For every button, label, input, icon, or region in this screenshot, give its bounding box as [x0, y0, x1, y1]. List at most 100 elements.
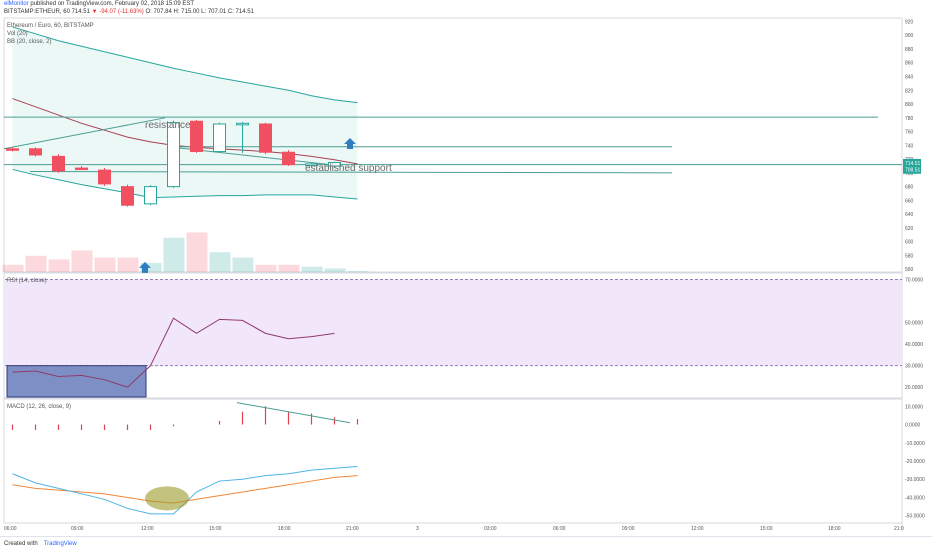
price-axis-tick: 900: [905, 33, 914, 39]
candle-body: [144, 186, 157, 205]
price-axis-tick: 760: [905, 130, 914, 136]
candle-body: [190, 120, 203, 153]
time-axis-tick: 15:00: [760, 526, 773, 532]
volume-bar: [48, 259, 70, 272]
price-axis-tick: 820: [905, 88, 914, 94]
candle-body: [98, 169, 111, 185]
macd-line: [12, 465, 358, 515]
price-axis-tick: 640: [905, 212, 914, 218]
time-axis-tick: 15:00: [209, 526, 222, 532]
volume-bar: [140, 263, 162, 272]
time-axis-tick: 21:00: [346, 526, 359, 532]
macd-axis-tick: -30.0000: [905, 477, 925, 483]
time-axis-tick: 06:00: [4, 526, 17, 532]
bollinger-band-fill: [12, 26, 358, 200]
price-axis-tick: 780: [905, 116, 914, 122]
volume-bar: [163, 237, 185, 272]
created-with-label: Created with: [4, 540, 38, 547]
rsi-axis-tick: 20.0000: [905, 385, 923, 391]
time-axis-tick: 06:00: [553, 526, 566, 532]
price-axis-tick: 840: [905, 75, 914, 81]
up-arrow-icon: [344, 137, 356, 149]
rsi-line: [12, 317, 335, 388]
bb-lower-line: [12, 168, 358, 200]
candle-body: [213, 123, 226, 153]
rsi-axis-tick: 40.0000: [905, 342, 923, 348]
price-axis-tick: 860: [905, 61, 914, 67]
histogram-trend-line: [236, 402, 351, 424]
price-axis-tick: 580: [905, 253, 914, 259]
macd-axis-tick: -10.0000: [905, 441, 925, 447]
volume-bar: [278, 264, 300, 272]
candle-body: [305, 163, 318, 166]
candle-body: [6, 148, 19, 151]
price-axis-tick: 700: [905, 171, 914, 177]
rsi-pane-title: RSI (14, close): [7, 278, 47, 284]
time-axis-tick: 21:0: [894, 526, 904, 532]
candle-body: [52, 155, 65, 172]
macd-axis-tick: -40.0000: [905, 495, 925, 501]
time-axis-tick: 12:00: [141, 526, 154, 532]
bb-upper-line: [12, 26, 358, 104]
last-price: 714.51: [71, 9, 90, 15]
last-price-badge-2-text: 708.51: [905, 168, 921, 174]
ohlc-values: O: 707.84 H: 715.00 L: 707.01 C: 714.51: [145, 9, 254, 15]
chart-header-line1: elMonitor published on TradingView.com, …: [4, 0, 194, 8]
volume-bar: [2, 264, 24, 272]
time-axis-tick: 09:00: [622, 526, 635, 532]
price-axis-tick: 600: [905, 240, 914, 246]
volume-bar: [255, 264, 277, 272]
volume-bar: [209, 252, 231, 272]
rsi-axis-tick: 30.0000: [905, 364, 923, 370]
support-label: established support: [305, 163, 392, 174]
author-link[interactable]: elMonitor: [4, 1, 29, 7]
rsi-band-fill: [5, 279, 901, 366]
volume-bar: [347, 271, 369, 272]
resistance-label: resistance: [145, 120, 191, 131]
candle-body: [328, 162, 341, 167]
footer-bar: Created with TradingView: [0, 536, 932, 550]
chart-header-line2: BITSTAMP:ETHEUR, 60 714.51 ▼ -94.07 (-11…: [4, 8, 254, 16]
volume-bar: [324, 268, 346, 272]
time-axis-tick: 3: [416, 526, 419, 532]
price-axis-tick: 800: [905, 102, 914, 108]
bb-legend: BB (20, close, 2): [7, 39, 51, 45]
crossover-highlight-ellipse: [145, 486, 189, 511]
tradingview-logo[interactable]: TradingView: [43, 540, 77, 547]
time-axis-tick: 18:00: [828, 526, 841, 532]
time-axis-tick: 09:00: [71, 526, 84, 532]
price-axis-tick: 680: [905, 185, 914, 191]
pane-border-3: [3, 398, 903, 524]
symbol-label: BITSTAMP:ETHEUR, 60: [4, 9, 70, 15]
macd-axis-tick: -50.0000: [905, 514, 925, 520]
price-pane-title: Ethereum / Euro, 60, BITSTAMP: [7, 23, 94, 29]
time-axis-tick: 18:00: [278, 526, 291, 532]
last-price-badge: [903, 158, 921, 167]
candle-body: [282, 151, 295, 166]
candle-body: [259, 123, 272, 153]
chart-canvas[interactable]: 5605806006206406606807007207407607808008…: [0, 16, 932, 536]
volume-bar: [186, 232, 208, 272]
price-axis-tick: 880: [905, 47, 914, 53]
candle-body: [75, 167, 88, 171]
oversold-highlight-box: [6, 365, 147, 398]
price-axis-tick: 740: [905, 143, 914, 149]
macd-pane-title: MACD (12, 26, close, 9): [7, 404, 71, 410]
macd-axis-tick: 0.0000: [905, 423, 921, 429]
time-axis-tick: 12:00: [691, 526, 704, 532]
published-text: published on TradingView.com, February 0…: [30, 1, 195, 7]
vol-legend: Vol (20): [7, 31, 28, 37]
volume-bar: [117, 257, 139, 272]
macd-axis-tick: 10.0000: [905, 404, 923, 410]
candle-body: [167, 122, 180, 188]
up-arrow-icon: [139, 261, 151, 273]
price-axis-tick: 920: [905, 19, 914, 25]
support-line: [29, 171, 673, 174]
last-price-badge-2: [903, 165, 921, 174]
price-change: ▼ -94.07 (-11.63%): [91, 9, 144, 15]
channel-upper-line: [3, 117, 166, 150]
price-axis-tick: 620: [905, 226, 914, 232]
macd-axis-tick: -20.0000: [905, 459, 925, 465]
rsi-axis-tick: 70.0000: [905, 277, 923, 283]
volume-bar: [232, 257, 254, 272]
